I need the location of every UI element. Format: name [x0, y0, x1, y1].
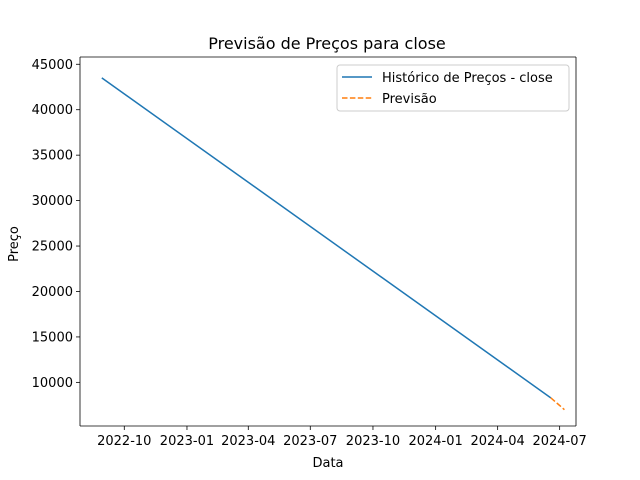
- x-tick-label: 2022-10: [97, 434, 151, 449]
- legend-label-previsao: Previsão: [382, 92, 437, 107]
- y-axis-label: Preço: [7, 226, 22, 262]
- y-tick-label: 45000: [32, 58, 73, 73]
- y-tick-label: 35000: [32, 149, 73, 164]
- y-tick-label: 30000: [32, 194, 73, 209]
- legend-label-historico: Histórico de Preços - close: [382, 71, 553, 86]
- plot-area: [80, 57, 576, 426]
- y-tick-label: 25000: [32, 240, 73, 255]
- y-tick-label: 10000: [32, 376, 73, 391]
- x-axis-label: Data: [312, 456, 343, 471]
- series-layer: [101, 77, 565, 411]
- series-line-historico: [101, 77, 552, 399]
- series-line-previsao: [550, 397, 565, 411]
- y-axis-ticks: 10000 15000 20000 25000 30000 35000 40000 45000: [32, 58, 80, 391]
- x-tick-label: 2023-04: [221, 434, 275, 449]
- x-tick-label: 2023-10: [346, 434, 400, 449]
- chart-title: Previsão de Preços para close: [208, 34, 446, 53]
- x-tick-label: 2024-01: [408, 434, 462, 449]
- x-axis-ticks: 2022-10 2023-01 2023-04 2023-07 2023-10 2024-…: [97, 426, 587, 449]
- y-tick-label: 15000: [32, 330, 73, 345]
- y-tick-label: 20000: [32, 285, 73, 300]
- y-tick-label: 40000: [32, 103, 73, 118]
- legend-box: [336, 64, 570, 112]
- x-tick-label: 2023-01: [160, 434, 214, 449]
- x-tick-label: 2024-04: [470, 434, 524, 449]
- x-tick-label: 2023-07: [283, 434, 337, 449]
- legend: Histórico de Preços - close Previsão: [336, 64, 570, 112]
- x-tick-label: 2024-07: [532, 434, 586, 449]
